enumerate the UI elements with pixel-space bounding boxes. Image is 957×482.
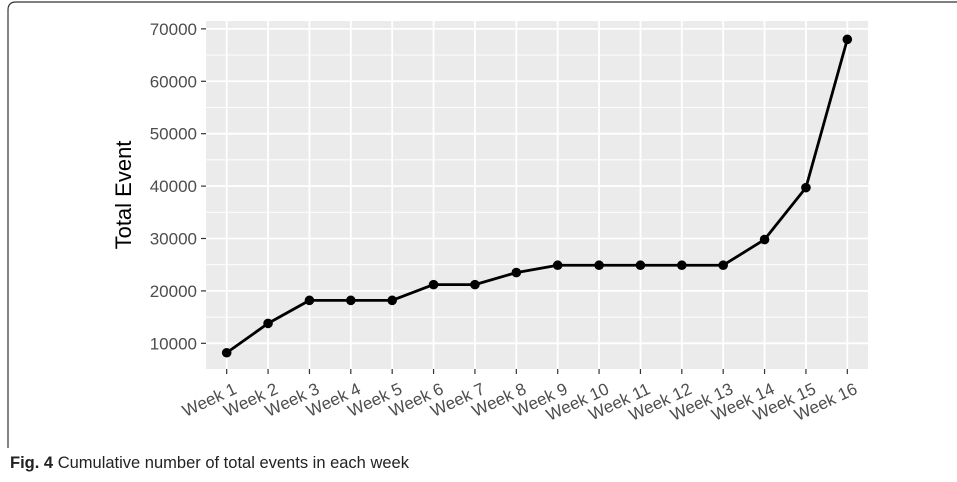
data-point xyxy=(677,260,687,271)
data-point xyxy=(842,34,853,45)
data-point xyxy=(594,260,604,271)
y-tick-label: 50000 xyxy=(150,125,197,144)
data-point xyxy=(470,279,480,290)
y-axis-ticks: 10000 20000 30000 40000 50000 60000 70000 xyxy=(150,20,206,353)
y-tick-label: 10000 xyxy=(150,334,197,353)
data-point xyxy=(511,267,522,278)
y-tick-label: 40000 xyxy=(150,177,197,196)
data-point xyxy=(801,182,811,193)
figure-caption-text: Cumulative number of total events in eac… xyxy=(57,454,409,472)
data-point xyxy=(387,295,397,306)
series-line xyxy=(225,38,849,354)
data-point xyxy=(759,234,770,245)
y-tick-label: 30000 xyxy=(150,230,197,249)
data-point xyxy=(221,347,232,358)
data-point xyxy=(428,279,439,290)
plot-panel xyxy=(206,21,868,369)
y-tick-label: 20000 xyxy=(150,282,197,301)
y-tick-label: 60000 xyxy=(150,72,197,91)
major-gridlines xyxy=(206,21,868,369)
data-point xyxy=(718,260,728,271)
data-point xyxy=(346,295,356,306)
y-tick-label: 70000 xyxy=(150,20,197,39)
data-point xyxy=(304,295,315,306)
figure-label: Fig. 4 xyxy=(10,454,54,472)
data-point xyxy=(552,260,563,271)
figure-caption: Fig. 4 Cumulative number of total events… xyxy=(10,454,409,473)
y-axis-label: Total Event xyxy=(111,141,136,250)
data-points xyxy=(221,34,853,358)
line-chart: 10000 20000 30000 40000 50000 60000 70000 Week… xyxy=(111,20,868,425)
data-point xyxy=(263,318,273,329)
data-point xyxy=(635,260,646,271)
minor-gridlines xyxy=(206,54,868,318)
